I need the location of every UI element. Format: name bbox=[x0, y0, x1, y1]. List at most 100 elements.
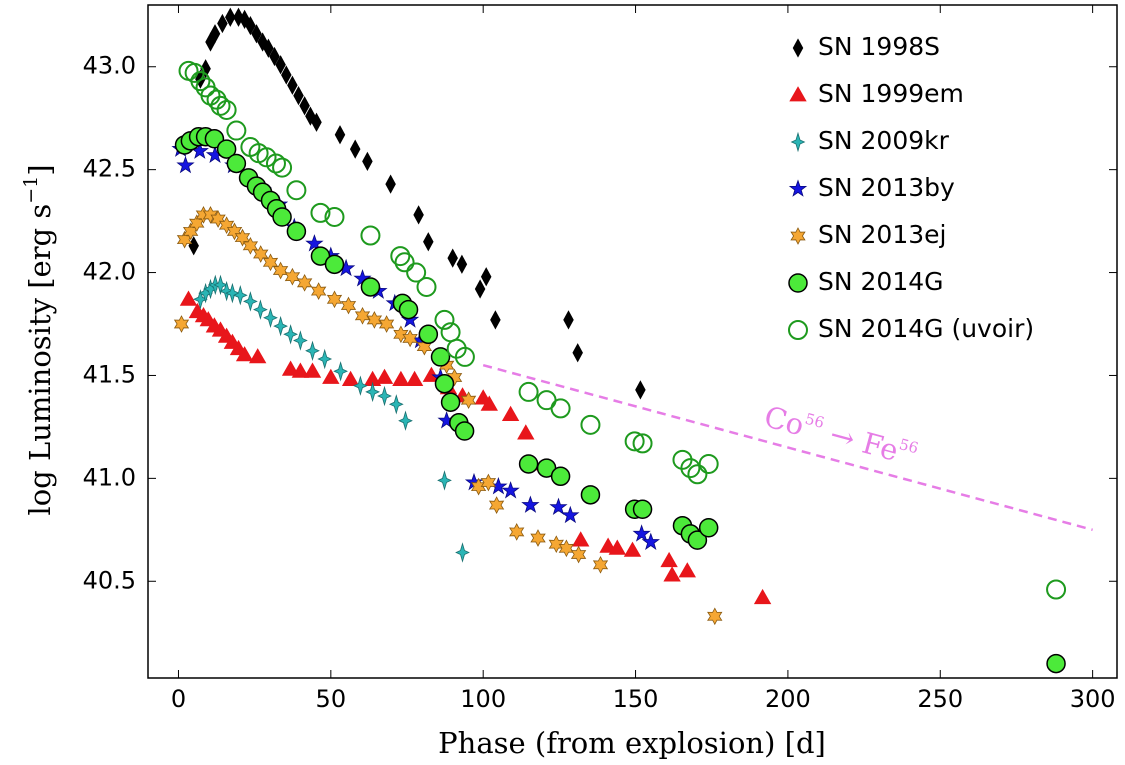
point bbox=[456, 254, 468, 274]
point bbox=[518, 381, 539, 402]
point bbox=[608, 539, 626, 555]
point bbox=[366, 311, 383, 329]
point bbox=[234, 228, 251, 247]
point bbox=[284, 267, 301, 286]
point bbox=[354, 306, 371, 325]
point bbox=[454, 346, 475, 367]
point bbox=[210, 95, 231, 116]
point bbox=[299, 96, 310, 116]
legend-marker bbox=[792, 38, 804, 58]
point bbox=[480, 473, 497, 492]
point bbox=[251, 24, 262, 44]
point bbox=[225, 7, 236, 27]
point bbox=[623, 541, 642, 557]
point bbox=[406, 262, 427, 283]
point bbox=[193, 289, 208, 310]
plot-frame bbox=[147, 4, 1118, 679]
point bbox=[632, 433, 653, 454]
x-axis-label: Phase (from explosion) [d] bbox=[438, 726, 826, 760]
point bbox=[680, 458, 701, 479]
point bbox=[226, 153, 247, 174]
point bbox=[558, 539, 575, 558]
x-tick-label: 100 bbox=[460, 685, 506, 713]
point bbox=[200, 85, 221, 106]
point bbox=[360, 225, 381, 246]
point bbox=[678, 562, 696, 578]
point bbox=[393, 325, 409, 344]
ref-label-part: Co bbox=[761, 399, 808, 442]
point bbox=[490, 310, 501, 330]
y-tick-label: 40.5 bbox=[83, 566, 136, 594]
point bbox=[365, 381, 380, 403]
legend-marker bbox=[788, 179, 808, 197]
point bbox=[434, 309, 455, 330]
point bbox=[624, 431, 645, 452]
point bbox=[561, 505, 580, 524]
x-tick-label: 150 bbox=[613, 685, 659, 713]
point bbox=[753, 588, 772, 605]
point bbox=[548, 535, 564, 554]
point bbox=[632, 499, 653, 519]
point bbox=[488, 496, 505, 514]
point bbox=[480, 395, 498, 411]
point bbox=[173, 315, 190, 333]
y-axis-label: log Luminosity [erg s−1] bbox=[20, 164, 57, 515]
series bbox=[193, 274, 470, 563]
point bbox=[572, 343, 583, 363]
point bbox=[592, 555, 609, 574]
point bbox=[455, 542, 470, 563]
point bbox=[283, 324, 298, 345]
point bbox=[262, 253, 279, 272]
point bbox=[635, 380, 646, 400]
point bbox=[210, 210, 226, 228]
point bbox=[242, 236, 259, 255]
point bbox=[349, 139, 361, 159]
point bbox=[269, 46, 280, 67]
legend-label: SN 2013ej bbox=[818, 220, 946, 249]
point bbox=[324, 206, 345, 227]
legend-marker bbox=[790, 227, 806, 245]
y-label-part: ] bbox=[23, 164, 57, 175]
legend-label: SN 1999em bbox=[818, 79, 964, 108]
point bbox=[388, 394, 404, 415]
point bbox=[687, 464, 708, 485]
point bbox=[176, 155, 195, 174]
point bbox=[698, 518, 719, 538]
point bbox=[521, 495, 540, 513]
point bbox=[311, 112, 322, 132]
point bbox=[378, 315, 395, 333]
point bbox=[293, 330, 308, 351]
point bbox=[286, 221, 307, 242]
point bbox=[263, 38, 274, 58]
point bbox=[375, 368, 394, 384]
y-tick-label: 42.5 bbox=[83, 155, 136, 183]
point bbox=[398, 410, 413, 431]
point bbox=[226, 120, 247, 141]
point bbox=[517, 424, 535, 440]
point bbox=[287, 75, 298, 95]
point bbox=[663, 566, 681, 582]
point bbox=[641, 532, 660, 550]
point bbox=[217, 13, 228, 34]
point bbox=[334, 125, 346, 145]
y-tick-label: 41.0 bbox=[83, 463, 136, 491]
point bbox=[216, 99, 237, 120]
point bbox=[518, 454, 539, 474]
point bbox=[707, 607, 723, 626]
x-tick-label: 250 bbox=[917, 685, 963, 713]
x-tick-label: 300 bbox=[1070, 685, 1116, 713]
point bbox=[1046, 653, 1066, 674]
point bbox=[446, 368, 463, 387]
point bbox=[405, 370, 424, 386]
point bbox=[440, 392, 461, 412]
legend-label: SN 2009kr bbox=[818, 126, 950, 155]
point bbox=[296, 273, 313, 292]
point bbox=[324, 254, 345, 275]
point bbox=[243, 291, 258, 312]
x-tick-label: 0 bbox=[171, 685, 186, 713]
ref-label-sup: 56 bbox=[897, 435, 920, 457]
point bbox=[226, 222, 243, 241]
point bbox=[360, 277, 381, 297]
point bbox=[253, 245, 269, 263]
